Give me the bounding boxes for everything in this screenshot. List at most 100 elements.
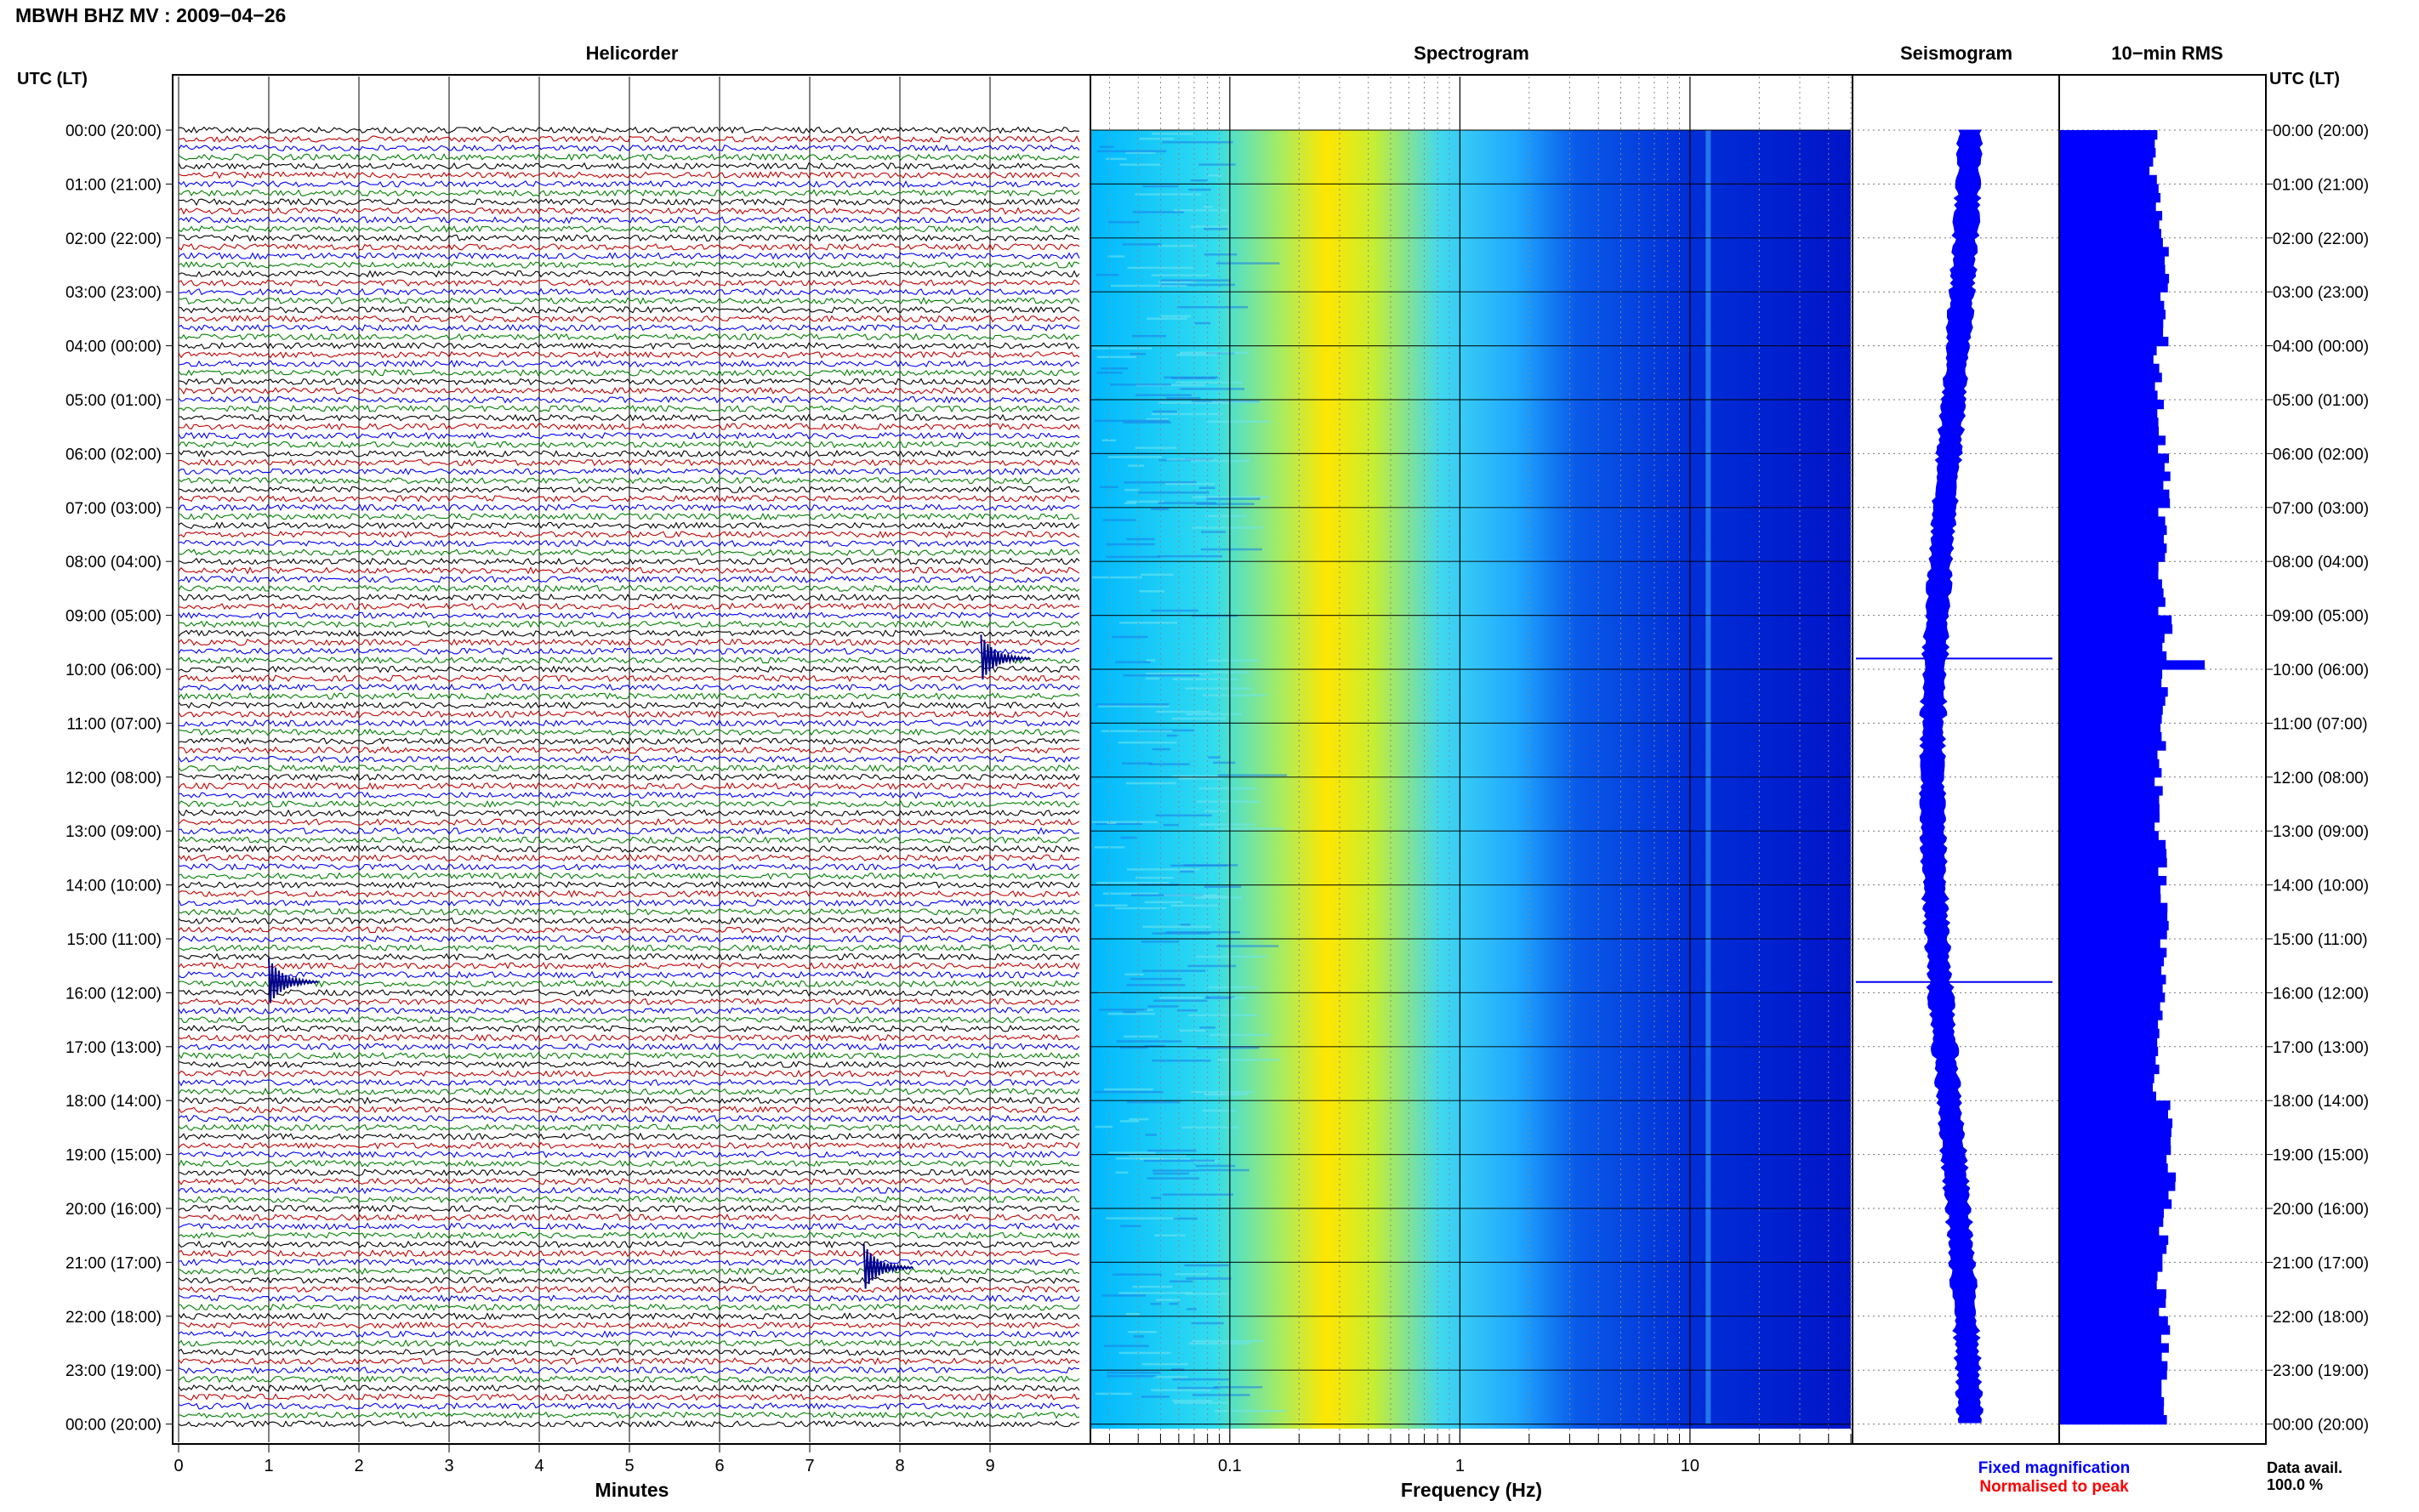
- spectrogram-streak: [1111, 284, 1187, 287]
- rms-bar: [2060, 1361, 2168, 1371]
- spectrogram-streak: [1106, 157, 1127, 161]
- time-label-right: 17:00 (13:00): [2273, 1039, 2369, 1057]
- rms-bar: [2060, 247, 2169, 257]
- rms-bar: [2060, 174, 2157, 185]
- time-label-left: 21:00 (17:00): [65, 1254, 162, 1272]
- rms-bar: [2060, 525, 2167, 536]
- rms-bar: [2060, 992, 2166, 1003]
- helicorder-event: [862, 1243, 914, 1289]
- spectrogram-streak: [1107, 821, 1117, 825]
- helicorder-trace: [179, 809, 1080, 817]
- spectrogram-streak: [1141, 969, 1206, 972]
- spectrogram-streak: [1170, 864, 1227, 867]
- time-label-left: 10:00 (06:00): [65, 662, 162, 679]
- spectrogram-streak: [1116, 1040, 1182, 1043]
- spectrogram-streak: [1146, 677, 1160, 680]
- helicorder-trace: [179, 1393, 1080, 1401]
- helicorder-trace: [179, 692, 1080, 701]
- helicorder-trace: [179, 216, 1080, 225]
- helicorder-trace: [179, 719, 1080, 728]
- rms-bar: [2060, 957, 2165, 967]
- helicorder-trace: [179, 350, 1080, 359]
- time-label-right: 23:00 (19:00): [2273, 1362, 2369, 1380]
- helicorder-trace: [179, 242, 1080, 251]
- helicorder-trace: [179, 171, 1080, 179]
- spectrogram-streak: [1188, 1342, 1251, 1345]
- spectrogram-streak: [1115, 661, 1151, 663]
- spectrogram-streak: [1216, 945, 1279, 947]
- rms-bar: [2060, 310, 2166, 320]
- helicorder-trace: [179, 620, 1080, 628]
- spectrogram-streak: [1118, 1351, 1171, 1355]
- rms-bar: [2060, 156, 2154, 167]
- rms-bar: [2060, 327, 2164, 338]
- spectrogram-streak: [1123, 421, 1171, 423]
- spectrogram-streak: [1101, 730, 1173, 732]
- rms-bar: [2060, 1217, 2164, 1227]
- helicorder-trace: [179, 881, 1080, 890]
- helicorder-x-ticks: 0 1 2 3 4 5 6 7 8 9: [174, 1443, 995, 1475]
- figure-title: MBWH BHZ MV : 2009−04−26: [15, 4, 286, 26]
- spectrogram-streak: [1147, 317, 1187, 320]
- spectrogram-streak: [1127, 868, 1200, 871]
- spectrogram-streak: [1136, 1157, 1191, 1160]
- helicorder-trace: [179, 441, 1080, 449]
- time-label-left: 19:00 (15:00): [65, 1147, 162, 1165]
- spectrogram-streak: [1131, 334, 1166, 338]
- spectrogram-streak: [1185, 1293, 1229, 1295]
- spectrogram-streak: [1125, 537, 1155, 541]
- rms-bar: [2060, 1109, 2168, 1119]
- spectrogram-streak: [1107, 255, 1125, 258]
- spectrogram-streak: [1126, 1100, 1181, 1104]
- rms-bar: [2060, 1406, 2164, 1416]
- rms-bar: [2060, 750, 2158, 760]
- spectrogram-streak: [1119, 1120, 1140, 1123]
- rms-bar: [2060, 633, 2165, 643]
- helicorder-trace: [179, 647, 1080, 656]
- time-label-right: 12:00 (08:00): [2273, 770, 2369, 787]
- rms-bar: [2060, 300, 2165, 310]
- helicorder-tick-label: 5: [624, 1457, 634, 1475]
- seismogram-envelope: [1918, 129, 1984, 1424]
- helicorder-trace: [179, 782, 1080, 790]
- rms-bar: [2060, 1208, 2164, 1219]
- spectrogram-streak: [1208, 659, 1260, 662]
- helicorder-trace: [179, 836, 1080, 844]
- helicorder-trace: [179, 665, 1080, 674]
- spectrogram-streak: [1151, 609, 1199, 612]
- rms-bar: [2060, 444, 2159, 454]
- helicorder-trace: [179, 1222, 1080, 1231]
- time-label-right: 10:00 (06:00): [2273, 662, 2369, 679]
- helicorder-trace: [179, 988, 1080, 997]
- spectrogram-streak: [1142, 185, 1179, 188]
- spectrogram-streak: [1143, 1159, 1215, 1162]
- spectrogram-streak: [1205, 997, 1232, 999]
- helicorder-trace: [179, 1186, 1080, 1195]
- spectrogram-streak: [1103, 1088, 1153, 1091]
- rms-bar: [2060, 1316, 2168, 1326]
- helicorder-trace: [179, 144, 1080, 152]
- spectrogram-streak: [1119, 622, 1178, 624]
- spectrogram-streak: [1120, 836, 1137, 839]
- rms-bar: [2060, 426, 2160, 436]
- spectrogram-streak: [1107, 1371, 1161, 1374]
- helicorder-trace: [179, 531, 1080, 539]
- spectrogram-streak: [1162, 141, 1233, 144]
- rms-bar: [2060, 561, 2159, 571]
- spectrogram-streak: [1201, 895, 1231, 898]
- time-label-left: 01:00 (21:00): [65, 176, 162, 194]
- spectrogram-streak: [1124, 481, 1197, 484]
- spectrogram-streak: [1192, 526, 1263, 529]
- helicorder-trace: [179, 503, 1080, 512]
- time-label-right: 00:00 (20:00): [2273, 122, 2369, 140]
- helicorder-tick-label: 1: [264, 1457, 273, 1475]
- rms-bar: [2060, 776, 2155, 787]
- helicorder-trace: [179, 1249, 1080, 1258]
- spectrogram-streak: [1174, 1401, 1228, 1404]
- rms-bar: [2060, 1298, 2166, 1308]
- time-label-left: 07:00 (03:00): [65, 500, 162, 518]
- helicorder-tick-label: 7: [805, 1457, 814, 1475]
- time-axis-label-left: UTC (LT): [17, 70, 88, 88]
- rms-bar: [2060, 831, 2159, 841]
- helicorder-trace: [179, 162, 1080, 170]
